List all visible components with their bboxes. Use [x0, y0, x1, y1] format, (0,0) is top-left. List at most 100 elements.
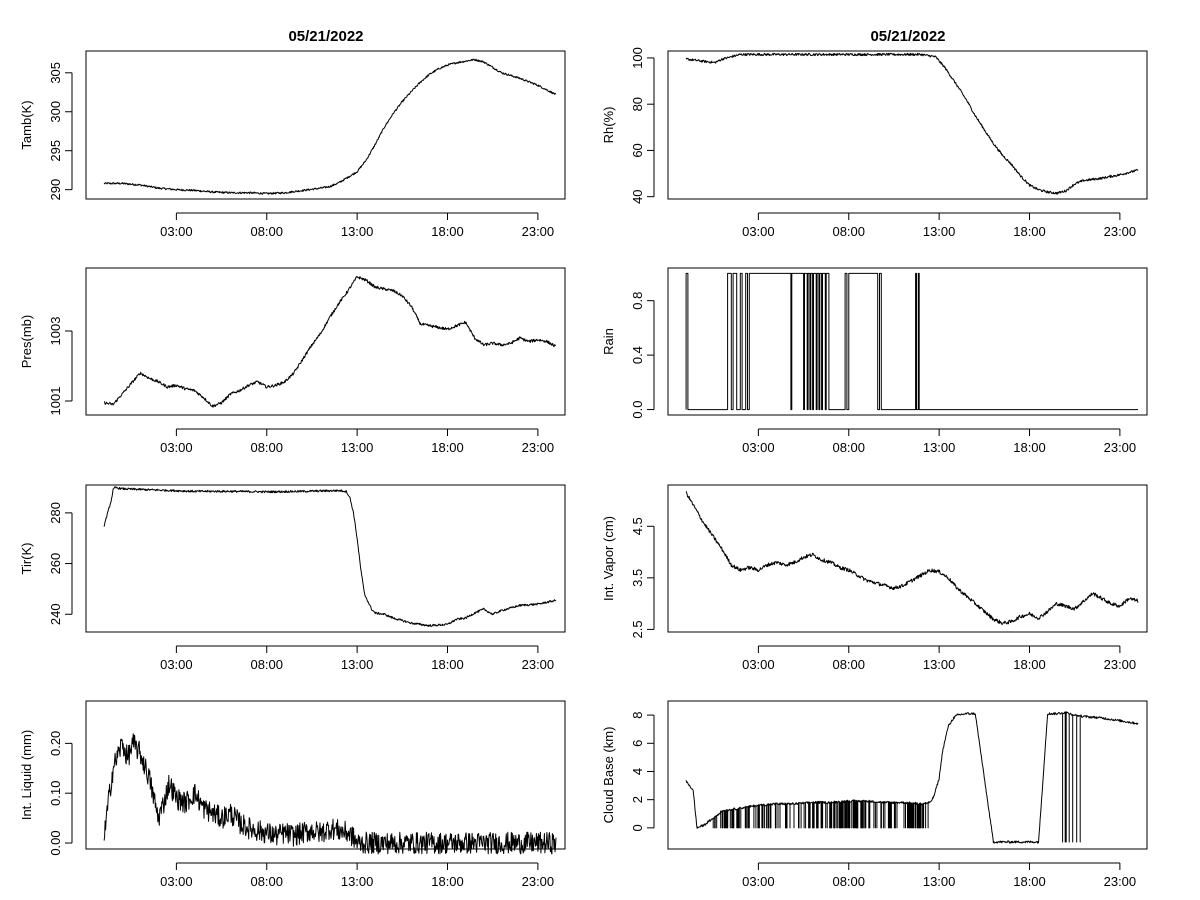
x-tick-label: 23:00: [522, 224, 555, 239]
x-tick-label: 03:00: [742, 657, 775, 672]
x-tick-label: 13:00: [923, 874, 956, 889]
x-tick-label: 18:00: [431, 657, 464, 672]
x-tick-label: 03:00: [160, 224, 193, 239]
x-tick-label: 08:00: [250, 440, 283, 455]
plot-frame: [85, 484, 566, 633]
y-axis-label: Tamb(K): [19, 100, 34, 149]
plot-frame: [85, 267, 566, 416]
panel-int-vapor: 03:00 08:00 13:00 18:00 23:00 2.5 3.5 4.5 Int. V…: [601, 484, 1148, 672]
x-tick-label: 13:00: [341, 874, 374, 889]
y-tick-label: 0.20: [48, 731, 63, 756]
plot-frame: [667, 700, 1148, 850]
y-tick-label: 290: [48, 179, 63, 201]
series-line: [103, 733, 557, 855]
y-tick-label: 8: [630, 711, 645, 718]
y-tick-label: 2.5: [630, 620, 645, 638]
x-tick-label: 08:00: [250, 657, 283, 672]
panel-pres: 03:00 08:00 13:00 18:00 23:00 1001 1003 Pres(mb…: [19, 267, 566, 455]
y-tick-label: 1003: [48, 317, 63, 346]
y-tick-label: 4: [630, 768, 645, 775]
y-tick-label: 2: [630, 796, 645, 803]
panel-cloud-base: 03:00 08:00 13:00 18:00 23:00 0 2 4 6 8 Cloud Base…: [601, 700, 1148, 889]
y-tick-label: 100: [630, 47, 645, 69]
plot-frame: [85, 700, 566, 850]
y-tick-label: 0.00: [48, 830, 63, 855]
y-tick-label: 260: [48, 553, 63, 575]
x-tick-label: 23:00: [522, 440, 555, 455]
y-axis-label: Rain: [601, 328, 616, 355]
y-axis-label: Pres(mb): [19, 315, 34, 368]
x-tick-label: 18:00: [1013, 440, 1046, 455]
x-tick-label: 08:00: [250, 874, 283, 889]
y-tick-label: 80: [630, 97, 645, 111]
series-line: [685, 711, 1139, 844]
y-axis-label: Int. Vapor (cm): [601, 516, 616, 601]
y-tick-label: 0: [630, 824, 645, 831]
x-tick-label: 08:00: [832, 874, 865, 889]
x-tick-label: 03:00: [742, 874, 775, 889]
x-tick-label: 13:00: [923, 440, 956, 455]
y-tick-label: 0.8: [630, 292, 645, 310]
x-tick-label: 23:00: [522, 657, 555, 672]
y-axis-label: Int. Liquid (mm): [19, 730, 34, 820]
x-tick-label: 08:00: [832, 224, 865, 239]
x-tick-label: 23:00: [1104, 874, 1137, 889]
x-tick-label: 23:00: [1104, 657, 1137, 672]
y-tick-label: 295: [48, 140, 63, 162]
x-tick-label: 23:00: [522, 874, 555, 889]
y-axis-label: Tir(K): [19, 542, 34, 574]
y-axis-label: Rh(%): [601, 107, 616, 144]
panel-tir: 03:00 08:00 13:00 18:00 23:00 240 260 280 Tir(K): [19, 484, 566, 672]
y-axis-label: Cloud Base (km): [601, 727, 616, 824]
y-tick-label: 240: [48, 603, 63, 625]
plot-frame: [667, 50, 1148, 200]
x-tick-label: 03:00: [160, 657, 193, 672]
x-tick-label: 18:00: [431, 440, 464, 455]
y-tick-label: 280: [48, 502, 63, 524]
y-tick-label: 0.0: [630, 401, 645, 419]
series-line: [685, 52, 1139, 195]
panel-rh: 03:00 08:00 13:00 18:00 23:00 40 60 80 100 Rh(%): [601, 47, 1148, 239]
y-tick-label: 300: [48, 101, 63, 123]
y-tick-label: 1001: [48, 387, 63, 416]
x-tick-label: 18:00: [1013, 224, 1046, 239]
x-tick-label: 13:00: [923, 657, 956, 672]
y-tick-label: 60: [630, 143, 645, 157]
figure-title-right: 05/21/2022: [870, 28, 946, 45]
x-tick-label: 18:00: [431, 874, 464, 889]
y-tick-label: 0.10: [48, 781, 63, 806]
x-tick-label: 03:00: [742, 224, 775, 239]
x-tick-label: 03:00: [160, 874, 193, 889]
x-tick-label: 23:00: [1104, 440, 1137, 455]
x-tick-label: 08:00: [832, 657, 865, 672]
x-tick-label: 13:00: [923, 224, 956, 239]
series-line: [685, 491, 1139, 625]
y-tick-label: 40: [630, 189, 645, 203]
panel-tamb: 03:00 08:00 13:00 18:00 23:00 290 295 300 305 Tam…: [19, 50, 566, 239]
x-tick-label: 08:00: [832, 440, 865, 455]
y-tick-label: 0.4: [630, 346, 645, 364]
panel-int-liquid: 03:00 08:00 13:00 18:00 23:00 0.00 0.10 0.20 Int…: [19, 700, 566, 889]
series-line: [685, 272, 1138, 411]
x-tick-label: 03:00: [742, 440, 775, 455]
x-tick-label: 18:00: [431, 224, 464, 239]
x-tick-label: 18:00: [1013, 874, 1046, 889]
plot-frame: [85, 50, 566, 200]
y-tick-label: 305: [48, 62, 63, 84]
series-line: [103, 276, 557, 408]
x-tick-label: 18:00: [1013, 657, 1046, 672]
panel-rain: 03:00 08:00 13:00 18:00 23:00 0.0 0.4 0.8 Rain: [601, 267, 1148, 455]
series-line: [103, 486, 557, 627]
series-line: [103, 58, 557, 195]
plot-frame: [667, 484, 1148, 633]
x-tick-label: 13:00: [341, 224, 374, 239]
y-tick-label: 6: [630, 740, 645, 747]
x-tick-label: 08:00: [250, 224, 283, 239]
y-tick-label: 3.5: [630, 569, 645, 587]
x-tick-label: 13:00: [341, 440, 374, 455]
y-tick-label: 4.5: [630, 517, 645, 535]
x-tick-label: 03:00: [160, 440, 193, 455]
plot-frame: [667, 267, 1148, 416]
